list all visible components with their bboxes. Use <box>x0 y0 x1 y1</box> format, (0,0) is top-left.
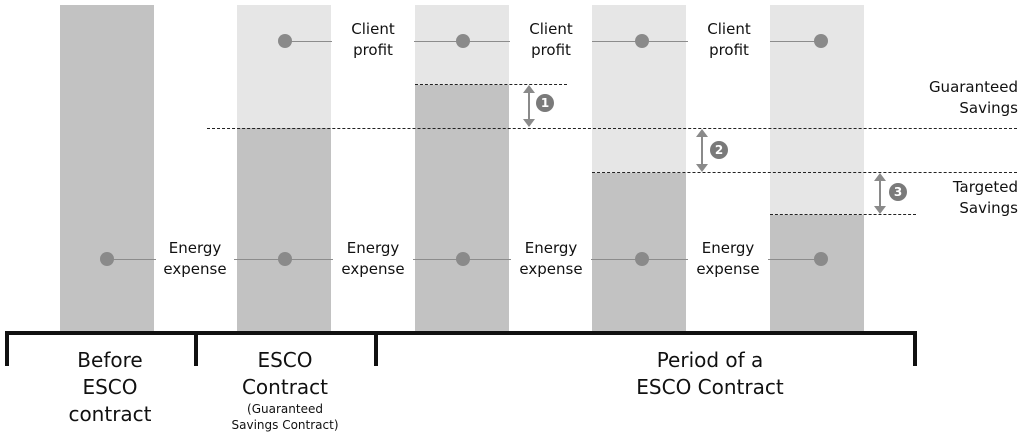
client-profit-label: Client profit <box>688 19 770 61</box>
dashed-line-period-1 <box>415 84 567 85</box>
marker-2-icon: 2 <box>710 141 728 159</box>
marker-3-icon: 3 <box>889 183 907 201</box>
bar-before-esco <box>60 5 154 331</box>
bar-esco-contract-top <box>237 5 331 128</box>
energy-expense-dot <box>814 252 828 266</box>
timeline-tick <box>913 331 917 366</box>
savings-gap-arrow-2 <box>696 129 708 172</box>
timeline-axis <box>5 331 917 335</box>
energy-expense-dot <box>278 252 292 266</box>
timeline-tick <box>194 331 198 366</box>
dashed-line-period-2 <box>592 172 1017 173</box>
energy-expense-dot <box>100 252 114 266</box>
guaranteed-savings-label: Guaranteed Savings <box>928 78 1018 117</box>
targeted-savings-label: Targeted Savings <box>952 178 1018 217</box>
period-of-esco-contract: Period of a ESCO Contract <box>636 348 784 399</box>
energy-expense-label: Energy expense <box>511 238 591 280</box>
energy-expense-label: Energy expense <box>688 238 768 280</box>
marker-1-icon: 1 <box>536 94 554 112</box>
energy-expense-dot <box>456 252 470 266</box>
client-profit-dot <box>635 34 649 48</box>
timeline-tick <box>5 331 9 366</box>
targeted-savings-line <box>770 214 916 215</box>
savings-gap-arrow-1 <box>523 85 535 127</box>
savings-gap-arrow-3 <box>874 173 886 214</box>
period-esco-contract: ESCO Contract (Guaranteed Savings Contra… <box>210 347 360 433</box>
energy-expense-label: Energy expense <box>156 238 234 280</box>
bar-period-1-bottom <box>415 85 509 331</box>
period-before-esco: Before ESCO contract <box>68 348 152 426</box>
client-profit-label: Client profit <box>332 19 414 61</box>
client-profit-dot <box>278 34 292 48</box>
bar-period-3-bottom <box>770 215 864 331</box>
timeline-tick <box>374 331 378 366</box>
client-profit-dot <box>814 34 828 48</box>
period-esco-contract-subtitle: (Guaranteed Savings Contract) <box>231 402 339 432</box>
client-profit-dot <box>456 34 470 48</box>
client-profit-label: Client profit <box>510 19 592 61</box>
guaranteed-savings-line <box>207 128 1017 129</box>
energy-expense-label: Energy expense <box>333 238 413 280</box>
period-esco-contract-title: ESCO Contract <box>241 348 329 399</box>
bar-esco-contract-bottom <box>237 128 331 331</box>
bar-period-2-top <box>592 5 686 173</box>
energy-expense-dot <box>635 252 649 266</box>
